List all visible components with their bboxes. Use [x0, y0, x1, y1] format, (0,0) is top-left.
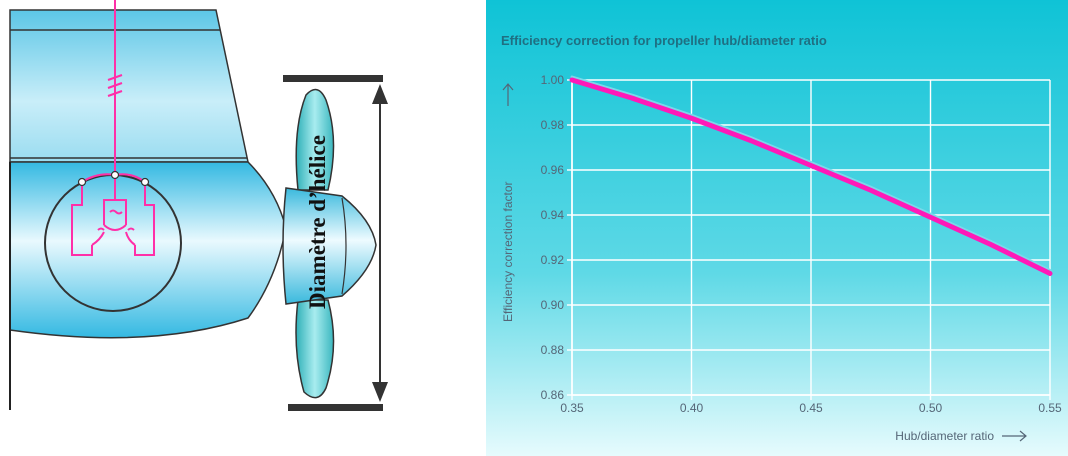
diameter-top-bar [283, 75, 383, 82]
diameter-bottom-bar [288, 404, 383, 411]
x-tick-label: 0.45 [799, 401, 823, 415]
y-axis-label: Efficiency correction factor [501, 181, 515, 322]
y-tick-label: 1.00 [541, 73, 565, 87]
y-axis-arrow-icon [502, 83, 514, 106]
y-tick-label: 0.90 [541, 298, 565, 312]
diameter-arrow-head-top [372, 84, 388, 104]
diameter-label: Diamètre d’hélice [305, 135, 330, 309]
series-shadow-line [570, 75, 1052, 272]
pod-body [9, 161, 287, 339]
wiring-terminals [77, 170, 150, 187]
strut [9, 9, 249, 163]
motor-wiring [71, 0, 155, 256]
x-tick-label: 0.55 [1038, 401, 1062, 415]
hub-seam [341, 197, 347, 295]
efficiency-chart: 0.35 0.40 0.45 0.50 0.55 0.86 0.88 0.90 0.92 0.94… [486, 0, 1068, 456]
x-axis-label: Hub/diameter ratio [895, 429, 994, 443]
propeller-blade-top [295, 88, 335, 191]
x-axis-arrow-icon [1002, 430, 1027, 442]
y-tick-label: 0.88 [541, 343, 565, 357]
diameter-arrow-head-bottom [372, 382, 388, 402]
propeller-blade-bottom [295, 299, 335, 399]
x-tick-label: 0.40 [680, 401, 704, 415]
y-tick-label: 0.96 [541, 163, 565, 177]
y-tick-label: 0.86 [541, 388, 565, 402]
y-tick-label: 0.92 [541, 253, 565, 267]
y-tick-label: 0.94 [541, 208, 565, 222]
chart-background [486, 0, 1068, 456]
pod-propeller-illustration [9, 0, 388, 411]
chart-title: Efficiency correction for propeller hub/… [501, 33, 827, 48]
x-tick-label: 0.50 [919, 401, 943, 415]
y-tick-label: 0.98 [541, 118, 565, 132]
x-tick-label: 0.35 [560, 401, 584, 415]
propeller-hub [282, 187, 377, 305]
